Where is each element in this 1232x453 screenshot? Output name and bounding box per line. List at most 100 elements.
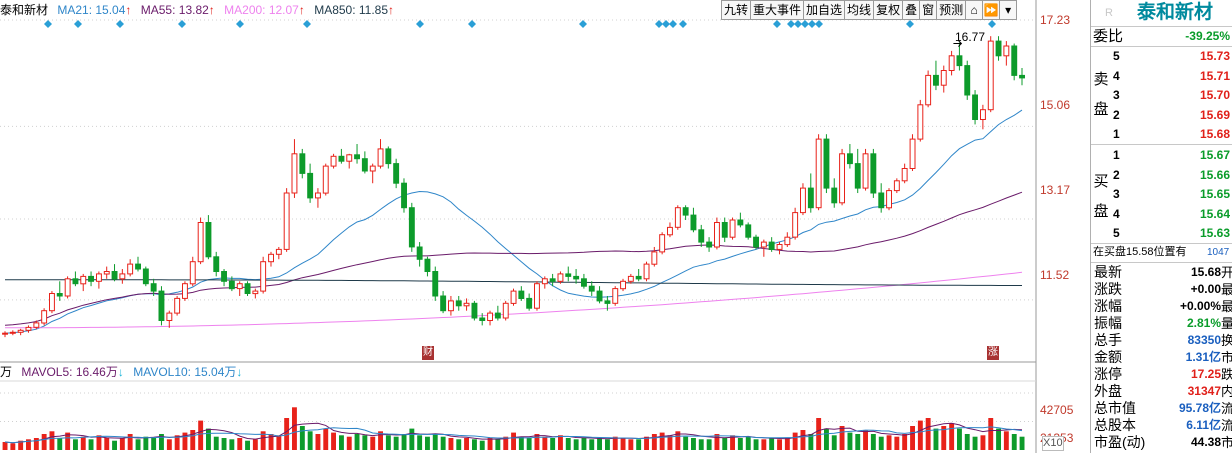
volume-bar bbox=[902, 434, 908, 450]
candle-body bbox=[596, 290, 603, 302]
bids-row[interactable]: 2 15.66 bbox=[1091, 166, 1232, 185]
stat-next-label: 最 bbox=[1221, 281, 1232, 298]
candle-body bbox=[831, 187, 838, 204]
bids-price: 15.67 bbox=[1199, 148, 1230, 162]
candle-body bbox=[604, 300, 611, 304]
volume-bar bbox=[917, 420, 923, 450]
volume-bar bbox=[198, 420, 204, 450]
kline-chart[interactable] bbox=[0, 0, 1090, 453]
candle-body bbox=[698, 229, 705, 243]
candle-body bbox=[64, 278, 71, 297]
high-arrow-icon bbox=[953, 40, 963, 47]
candle-body bbox=[408, 207, 415, 248]
asks-row[interactable]: 5 15.73 bbox=[1091, 47, 1232, 66]
stat-next-label: 流 bbox=[1221, 400, 1232, 417]
event-diamond-icon bbox=[679, 20, 687, 28]
stat-label: 最新 bbox=[1094, 264, 1122, 280]
volume-bar bbox=[268, 434, 274, 450]
volume-bar bbox=[644, 436, 649, 450]
asks-level: 3 bbox=[1113, 88, 1120, 102]
volume-bar bbox=[18, 440, 24, 450]
asks-row[interactable]: 4 15.71 bbox=[1091, 67, 1232, 86]
buy-label-1: 买 bbox=[1093, 173, 1109, 190]
candle-body bbox=[721, 222, 728, 238]
volume-bar bbox=[151, 438, 157, 450]
price-axis: 17.23 15.06 13.17 11.52 42705 21353 X10 bbox=[1036, 0, 1090, 453]
candle-body bbox=[557, 273, 564, 282]
candle-body bbox=[706, 241, 713, 248]
volume-bar bbox=[315, 434, 321, 450]
candle-body bbox=[1003, 45, 1010, 57]
candle-body bbox=[401, 182, 408, 209]
stat-value: 44.38 bbox=[1190, 435, 1221, 449]
stat-value: 83350 bbox=[1187, 333, 1221, 347]
candle-body bbox=[854, 163, 861, 189]
candle-body bbox=[753, 236, 759, 248]
toolbar-button-5[interactable]: 叠 bbox=[902, 0, 921, 20]
event-diamond-icon bbox=[662, 20, 670, 28]
volume-bar bbox=[1011, 434, 1017, 450]
home-icon[interactable]: ⌂ bbox=[965, 0, 984, 20]
toolbar-button-7[interactable]: 预测 bbox=[936, 0, 967, 20]
bids-row[interactable]: 1 15.67 bbox=[1091, 146, 1232, 165]
toolbar-button-2[interactable]: 加自选 bbox=[803, 0, 846, 20]
volume-bar bbox=[870, 434, 876, 450]
toolbar-button-6[interactable]: 窗 bbox=[919, 0, 938, 20]
candle-body bbox=[2, 332, 8, 335]
ma850-label: MA850: 11.85↑ bbox=[314, 3, 395, 17]
candle-body bbox=[800, 187, 806, 214]
candle-body bbox=[41, 310, 48, 324]
kline-chart-area[interactable]: 泰和新材 MA21: 15.04↑ MA55: 13.82↑ MA200: 12… bbox=[0, 0, 1090, 453]
candle-body bbox=[518, 290, 525, 300]
asks-row[interactable]: 2 15.69 bbox=[1091, 106, 1232, 125]
candle-body bbox=[205, 222, 212, 258]
volume-bar bbox=[119, 438, 125, 450]
volume-bar bbox=[808, 434, 814, 450]
price-axis-label: 15.06 bbox=[1040, 98, 1071, 112]
bids-row[interactable]: 5 15.63 bbox=[1091, 224, 1232, 243]
asks-level: 1 bbox=[1113, 127, 1120, 141]
volume-legend: 万 MAVOL5: 16.46万↓ MAVOL10: 15.04万↓ bbox=[0, 364, 248, 380]
candle-body bbox=[268, 253, 275, 263]
sell-label-1: 卖 bbox=[1093, 71, 1109, 88]
candle-body bbox=[1011, 45, 1018, 76]
buy-label-2: 盘 bbox=[1093, 203, 1109, 220]
bids-row[interactable]: 4 15.64 bbox=[1091, 205, 1232, 224]
volume-bar bbox=[605, 439, 610, 450]
high-price-label: 16.77 bbox=[955, 30, 986, 44]
toolbar-button-4[interactable]: 复权 bbox=[873, 0, 904, 20]
volume-bar bbox=[597, 438, 602, 450]
bids-row[interactable]: 3 15.65 bbox=[1091, 185, 1232, 204]
volume-bar bbox=[33, 438, 39, 450]
asks-row[interactable]: 3 15.70 bbox=[1091, 86, 1232, 105]
sell-label-2: 盘 bbox=[1093, 101, 1109, 118]
toolbar-button-1[interactable]: 重大事件 bbox=[750, 0, 805, 20]
finance-marker[interactable]: 财 bbox=[422, 346, 434, 360]
stat-label: 涨停 bbox=[1094, 366, 1122, 382]
candle-body bbox=[9, 331, 16, 334]
candle-body bbox=[354, 154, 361, 160]
bids-price: 15.65 bbox=[1199, 187, 1230, 201]
volume-bar bbox=[949, 423, 955, 450]
mavol5-down-arrow-icon: ↓ bbox=[117, 365, 124, 379]
fast-forward-icon[interactable]: ⏩ bbox=[982, 0, 1001, 20]
candle-body bbox=[502, 302, 509, 319]
candle-body bbox=[369, 165, 376, 172]
candle-body bbox=[925, 74, 932, 106]
stat-value: 31347 bbox=[1187, 384, 1221, 398]
volume-bar bbox=[135, 439, 141, 450]
candle-body bbox=[714, 222, 720, 248]
toolbar-button-0[interactable]: 九转 bbox=[721, 0, 752, 20]
asks-level: 4 bbox=[1113, 68, 1120, 83]
dropdown-icon[interactable]: ▾ bbox=[999, 0, 1018, 20]
event-diamond-icon bbox=[801, 20, 809, 28]
bids-price: 15.63 bbox=[1199, 226, 1230, 240]
candle-body bbox=[674, 207, 681, 228]
toolbar-button-3[interactable]: 均线 bbox=[844, 0, 875, 20]
candle-body bbox=[643, 263, 650, 280]
volume-bar bbox=[237, 438, 243, 450]
asks-row[interactable]: 1 15.68 bbox=[1091, 125, 1232, 144]
limit-up-marker[interactable]: 涨 bbox=[987, 346, 999, 360]
candle-body bbox=[166, 312, 173, 322]
volume-bar bbox=[370, 436, 376, 450]
